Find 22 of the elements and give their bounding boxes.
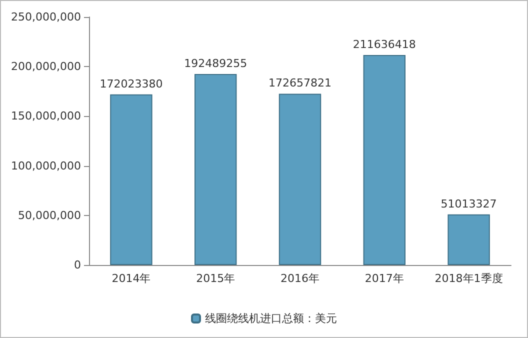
- legend-label: 线圈绕线机进口总额：美元: [205, 312, 337, 325]
- data-label: 172657821: [268, 76, 332, 90]
- y-tick-label: 50,000,000: [18, 208, 81, 222]
- y-tick-label: 100,000,000: [11, 159, 81, 172]
- y-tick-label: 250,000,000: [11, 10, 81, 24]
- x-tick-label: 2015年: [196, 272, 236, 285]
- y-tick-label: 150,000,000: [11, 110, 81, 123]
- y-tick-label: 200,000,000: [11, 60, 81, 74]
- x-tick-label: 2016年: [280, 272, 320, 285]
- bar: [448, 214, 490, 265]
- x-tick-label: 2014年: [112, 272, 151, 285]
- bar: [278, 94, 322, 265]
- bar: [363, 55, 406, 265]
- data-label: 51013327: [440, 197, 497, 210]
- bar: [194, 74, 237, 265]
- x-tick-label: 2018年1季度: [434, 272, 503, 285]
- data-label: 192489255: [184, 57, 248, 70]
- x-tick-label: 2017年: [364, 272, 404, 285]
- data-label: 172023380: [100, 77, 163, 90]
- data-label: 211636418: [352, 38, 416, 52]
- y-tick-label: 0: [74, 258, 81, 272]
- bar: [110, 94, 152, 265]
